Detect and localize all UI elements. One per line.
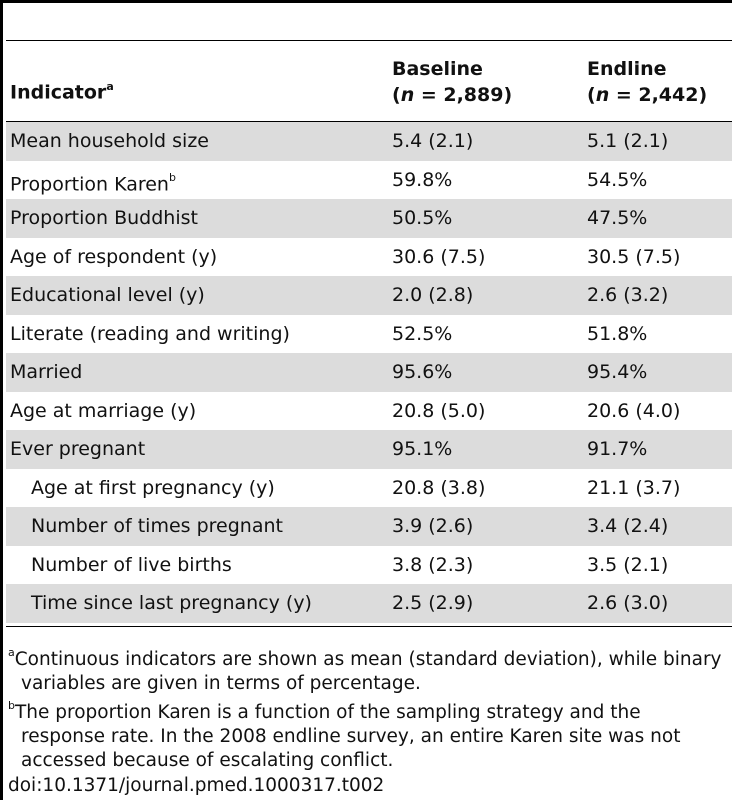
footnote-b-text: The proportion Karen is a function of th…	[14, 702, 681, 772]
table-row: Married 95.6% 95.4%	[6, 353, 732, 392]
table-row: Time since last pregnancy (y) 2.5 (2.9) 2.…	[6, 584, 732, 623]
row-baseline-value: 5.4 (2.1)	[392, 130, 474, 152]
doi-link[interactable]: doi:10.1371/journal.pmed.1000317.t002	[8, 775, 385, 796]
row-baseline-value: 52.5%	[392, 322, 453, 345]
header-endline: Endline (n = 2,442)	[587, 56, 707, 108]
header-baseline-n: (n = 2,889)	[392, 84, 513, 106]
row-baseline-value: 50.5%	[392, 207, 453, 229]
row-endline-value: 30.5 (7.5)	[587, 245, 681, 268]
table-row: Number of live births 3.8 (2.3) 3.5 (2.1)	[6, 546, 732, 585]
row-baseline-value: 3.8 (2.3)	[392, 553, 474, 576]
table-row: Age at first pregnancy (y) 20.8 (3.8) 21.1…	[6, 469, 732, 508]
footnote-a-marker: a	[8, 646, 15, 659]
row-indicator-label: Number of times pregnant	[31, 515, 283, 537]
header-baseline: Baseline (n = 2,889)	[392, 56, 512, 108]
row-endline-value: 2.6 (3.0)	[587, 592, 669, 614]
table-body: Mean household size 5.4 (2.1) 5.1 (2.1) Pro…	[6, 122, 732, 623]
table-row: Literate (reading and writing) 52.5% 51.8%	[6, 315, 732, 354]
row-endline-value: 91.7%	[587, 438, 648, 460]
row-baseline-value: 2.0 (2.8)	[392, 284, 474, 306]
row-endline-value: 95.4%	[587, 361, 648, 383]
row-baseline-value: 95.1%	[392, 438, 453, 460]
table-row: Mean household size 5.4 (2.1) 5.1 (2.1)	[6, 122, 732, 161]
footnote-a: aContinuous indicators are shown as mean…	[8, 643, 726, 696]
table-top-rule	[6, 40, 732, 41]
row-endline-value: 3.4 (2.4)	[587, 515, 669, 537]
row-indicator-label: Proportion Buddhist	[10, 207, 198, 229]
table-header: Indicatora Baseline (n = 2,889) Endline …	[6, 41, 732, 121]
row-endline-value: 20.6 (4.0)	[587, 399, 681, 422]
left-border	[0, 0, 3, 800]
row-indicator-label: Age at marriage (y)	[10, 399, 197, 422]
row-baseline-value: 20.8 (3.8)	[392, 476, 486, 499]
row-endline-value: 21.1 (3.7)	[587, 476, 681, 499]
row-baseline-value: 59.8%	[392, 168, 453, 191]
header-bottom-rule	[6, 121, 732, 122]
header-baseline-title: Baseline	[392, 58, 483, 80]
table-row: Proportion Karenb 59.8% 54.5%	[6, 161, 732, 200]
header-indicator: Indicatora	[10, 80, 114, 104]
table-row: Number of times pregnant 3.9 (2.6) 3.4 (2.…	[6, 507, 732, 546]
table-row: Age at marriage (y) 20.8 (5.0) 20.6 (4.0)	[6, 392, 732, 431]
table-row: Age of respondent (y) 30.6 (7.5) 30.5 (7.5…	[6, 238, 732, 277]
row-indicator-label: Educational level (y)	[10, 284, 205, 306]
row-indicator-label: Age at first pregnancy (y)	[31, 476, 275, 499]
header-endline-n: (n = 2,442)	[587, 84, 708, 106]
footnote-b-marker: b	[8, 699, 15, 713]
table-row: Ever pregnant 95.1% 91.7%	[6, 430, 732, 469]
table-row: Proportion Buddhist 50.5% 47.5%	[6, 199, 732, 238]
footnotes: aContinuous indicators are shown as mean…	[8, 643, 726, 773]
row-indicator-label: Time since last pregnancy (y)	[31, 592, 312, 614]
row-indicator-label: Mean household size	[10, 130, 209, 152]
row-baseline-value: 30.6 (7.5)	[392, 245, 486, 268]
footnote-a-text: Continuous indicators are shown as mean …	[14, 649, 722, 695]
table-bottom-rule	[6, 626, 732, 627]
row-baseline-value: 3.9 (2.6)	[392, 515, 474, 537]
row-indicator-label: Married	[10, 361, 83, 383]
row-indicator-label: Age of respondent (y)	[10, 245, 218, 268]
row-endline-value: 2.6 (3.2)	[587, 284, 669, 306]
top-border	[0, 0, 732, 3]
row-endline-value: 54.5%	[587, 168, 648, 191]
row-endline-value: 51.8%	[587, 322, 648, 345]
footnote-b: bThe proportion Karen is a function of t…	[8, 696, 726, 773]
row-endline-value: 3.5 (2.1)	[587, 553, 669, 576]
row-endline-value: 47.5%	[587, 207, 648, 229]
row-baseline-value: 2.5 (2.9)	[392, 592, 474, 614]
footnote-marker: b	[168, 170, 176, 184]
row-baseline-value: 20.8 (5.0)	[392, 399, 486, 422]
row-indicator-label: Literate (reading and writing)	[10, 322, 290, 345]
row-baseline-value: 95.6%	[392, 361, 453, 383]
row-endline-value: 5.1 (2.1)	[587, 130, 669, 152]
header-endline-title: Endline	[587, 58, 667, 80]
row-indicator-label: Proportion Karenb	[10, 170, 176, 195]
footnote-marker: a	[106, 80, 114, 93]
table-row: Educational level (y) 2.0 (2.8) 2.6 (3.2)	[6, 276, 732, 315]
row-indicator-label: Number of live births	[31, 553, 232, 576]
row-indicator-label: Ever pregnant	[10, 438, 146, 460]
